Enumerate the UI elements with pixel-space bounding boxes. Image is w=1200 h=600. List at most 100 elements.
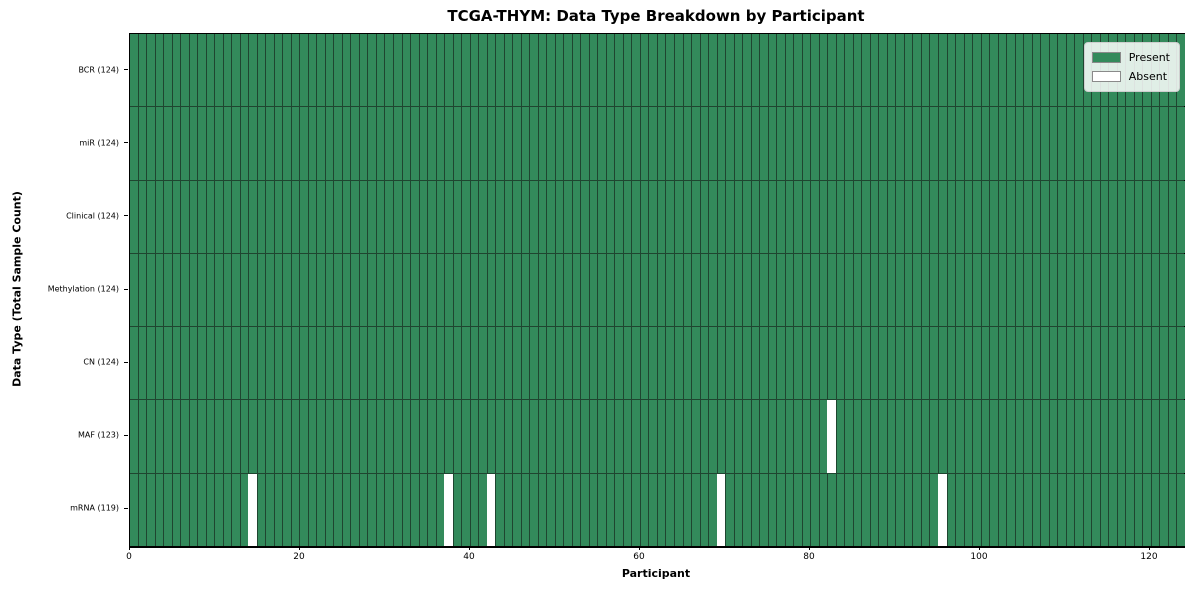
matrix-cell bbox=[214, 400, 223, 473]
matrix-cell bbox=[222, 327, 232, 400]
matrix-cell bbox=[503, 107, 513, 180]
matrix-cell bbox=[1099, 107, 1109, 180]
matrix-cell bbox=[154, 473, 164, 546]
matrix-cell bbox=[665, 400, 674, 473]
matrix-cell bbox=[750, 253, 760, 327]
matrix-cell bbox=[222, 34, 232, 107]
matrix-cell bbox=[546, 473, 555, 546]
matrix-cell bbox=[648, 107, 657, 180]
matrix-cell bbox=[835, 400, 845, 473]
matrix-cell bbox=[997, 400, 1007, 473]
matrix-cell bbox=[597, 107, 606, 180]
heatmap-row-bcr bbox=[130, 34, 1185, 108]
matrix-cell bbox=[546, 400, 555, 473]
matrix-cell bbox=[350, 327, 359, 400]
matrix-cell bbox=[929, 34, 938, 107]
x-tick-mark bbox=[128, 546, 130, 550]
matrix-cell bbox=[231, 107, 240, 180]
matrix-cell bbox=[878, 180, 887, 253]
matrix-cell bbox=[784, 34, 794, 107]
matrix-cell bbox=[912, 253, 921, 327]
matrix-cell bbox=[520, 473, 530, 546]
matrix-cell bbox=[1125, 473, 1134, 546]
matrix-cell bbox=[197, 253, 206, 327]
matrix-cell bbox=[776, 253, 785, 327]
matrix-cell bbox=[248, 34, 257, 107]
matrix-cell bbox=[546, 327, 555, 400]
matrix-cell bbox=[529, 253, 538, 327]
matrix-cell bbox=[580, 473, 589, 546]
matrix-cell bbox=[588, 34, 598, 107]
matrix-cell bbox=[512, 327, 521, 400]
matrix-cell bbox=[665, 473, 674, 546]
matrix-cell bbox=[1142, 180, 1151, 253]
matrix-cell bbox=[197, 400, 206, 473]
matrix-cell bbox=[197, 107, 206, 180]
matrix-cell bbox=[1040, 107, 1049, 180]
matrix-cell bbox=[146, 107, 155, 180]
matrix-cell bbox=[1023, 253, 1032, 327]
matrix-cell bbox=[725, 400, 734, 473]
matrix-cell bbox=[699, 400, 709, 473]
matrix-cell bbox=[631, 473, 640, 546]
matrix-cell bbox=[392, 253, 402, 327]
matrix-cell bbox=[1014, 400, 1024, 473]
matrix-cell bbox=[1091, 107, 1100, 180]
matrix-cell bbox=[810, 327, 819, 400]
matrix-cell bbox=[375, 400, 385, 473]
matrix-cell bbox=[1048, 180, 1058, 253]
matrix-cell bbox=[1014, 327, 1024, 400]
matrix-cell bbox=[1116, 253, 1126, 327]
matrix-cell bbox=[716, 473, 726, 546]
matrix-cell bbox=[886, 107, 896, 180]
matrix-cell bbox=[733, 400, 743, 473]
y-tick-mark bbox=[124, 507, 128, 509]
matrix-cell bbox=[767, 473, 777, 546]
matrix-cell bbox=[231, 253, 240, 327]
matrix-cell bbox=[920, 253, 930, 327]
matrix-cell bbox=[980, 253, 990, 327]
matrix-cell bbox=[767, 180, 777, 253]
matrix-cell bbox=[384, 400, 393, 473]
matrix-cell bbox=[622, 180, 632, 253]
matrix-cell bbox=[188, 34, 198, 107]
matrix-cell bbox=[674, 107, 683, 180]
matrix-cell bbox=[631, 180, 640, 253]
matrix-cell bbox=[759, 327, 768, 400]
matrix-cell bbox=[614, 253, 623, 327]
matrix-cell bbox=[350, 253, 359, 327]
matrix-cell bbox=[512, 107, 521, 180]
matrix-cell bbox=[324, 400, 334, 473]
matrix-cell bbox=[333, 400, 342, 473]
matrix-cell bbox=[358, 327, 368, 400]
matrix-cell bbox=[648, 400, 657, 473]
matrix-cell bbox=[333, 107, 342, 180]
matrix-cell bbox=[597, 253, 606, 327]
matrix-cell bbox=[776, 327, 785, 400]
matrix-cell bbox=[214, 473, 223, 546]
matrix-cell bbox=[1082, 327, 1092, 400]
matrix-cell bbox=[375, 180, 385, 253]
matrix-cell bbox=[997, 34, 1007, 107]
matrix-cell bbox=[989, 34, 998, 107]
matrix-cell bbox=[614, 473, 623, 546]
y-tick-label: CN (124) bbox=[83, 357, 119, 367]
matrix-cell bbox=[248, 473, 257, 546]
matrix-cell bbox=[682, 253, 692, 327]
matrix-cell bbox=[1031, 180, 1041, 253]
matrix-cell bbox=[163, 180, 172, 253]
matrix-cell bbox=[316, 327, 325, 400]
matrix-cell bbox=[537, 107, 547, 180]
matrix-cell bbox=[444, 253, 453, 327]
matrix-cell bbox=[316, 253, 325, 327]
y-axis-ticks: BCR (124) miR (124) Clinical (124) Methylat… bbox=[0, 33, 129, 545]
matrix-cell bbox=[963, 180, 973, 253]
matrix-cell bbox=[427, 473, 436, 546]
matrix-cell bbox=[1150, 180, 1160, 253]
matrix-cell bbox=[869, 34, 879, 107]
matrix-cell bbox=[750, 327, 760, 400]
matrix-cell bbox=[137, 473, 147, 546]
matrix-cell bbox=[461, 253, 470, 327]
matrix-cell bbox=[256, 473, 266, 546]
matrix-cell bbox=[989, 107, 998, 180]
